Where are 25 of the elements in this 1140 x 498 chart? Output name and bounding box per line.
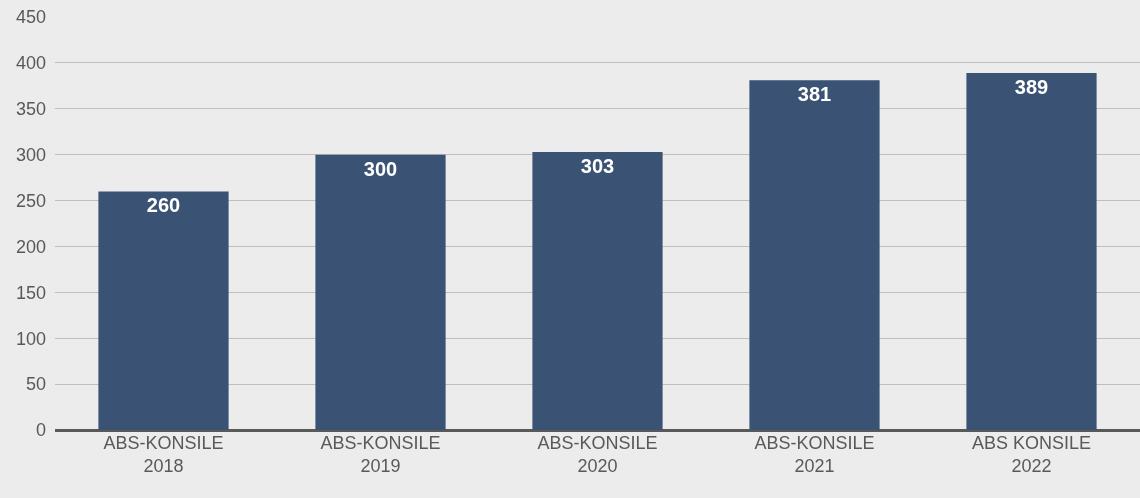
x-tick-label: ABS-KONSILE 2018 [103,433,224,477]
y-tick-label: 400 [15,53,46,74]
y-tick-label: 250 [15,190,46,211]
data-label: 389 [1014,75,1049,98]
y-tick-label: 350 [15,99,46,120]
y-tick-label: 450 [15,7,46,28]
data-label: 381 [797,83,832,106]
y-tick-label: 100 [15,328,46,349]
data-label: 303 [580,154,615,177]
y-tick-label: 150 [15,282,46,303]
bar [98,191,229,430]
x-tick-label: ABS-KONSILE 2021 [754,433,875,477]
data-label: 300 [363,157,398,180]
x-tick-label: ABS KONSILE 2022 [971,433,1092,477]
x-tick-label: ABS-KONSILE 2020 [537,433,658,477]
bar [532,151,663,430]
y-tick-label: 200 [15,236,46,257]
bar [966,72,1097,430]
y-tick-label: 0 [35,420,46,441]
bar [315,154,446,430]
y-tick-label: 300 [15,144,46,165]
bar [749,80,880,430]
y-tick-label: 50 [25,374,46,395]
x-tick-label: ABS-KONSILE 2019 [320,433,441,477]
data-label: 260 [146,194,181,217]
